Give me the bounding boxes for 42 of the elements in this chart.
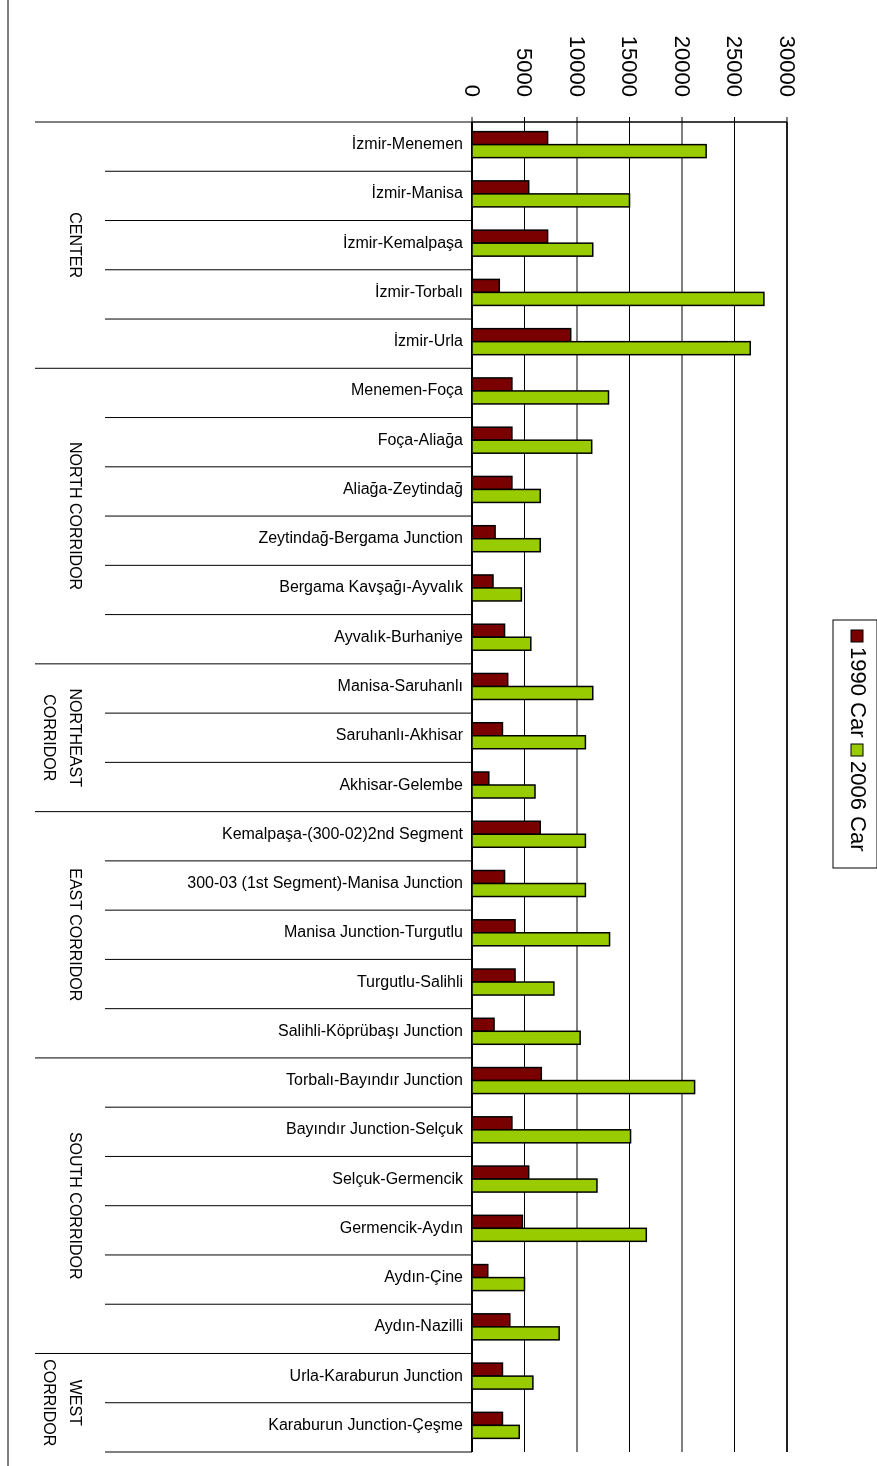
x-tick-label: 20000 — [669, 35, 695, 97]
y-tick-label: Kemalpaşa-(300-02)2nd Segment — [221, 824, 464, 842]
y-tick-label: İzmir-Urla — [393, 331, 464, 350]
x-tick-label: 10000 — [564, 35, 590, 97]
y-tick-label: 300-03 (1st Segment)-Manisa Junction — [187, 874, 463, 892]
y-tick-label: Zeytindağ-Bergama Junction — [258, 529, 463, 547]
y-tick-label: Bayındır Junction-Selçuk — [286, 1120, 464, 1138]
y-tick-label: Torbalı-Bayındır Junction — [286, 1071, 463, 1089]
x-tick-label: 30000 — [774, 35, 800, 97]
text: NORTHEAST CORRIDOR — [40, 688, 84, 788]
y-tick-label: Salihli-Köprübaşı Junction — [278, 1021, 463, 1039]
y-tick-label: İzmir-Manisa — [371, 183, 464, 202]
y-tick-label: Urla-Karaburun Junction — [289, 1366, 463, 1384]
y-tick-label: Ayvalık-Burhaniye — [334, 627, 464, 645]
text: CENTER — [66, 212, 84, 279]
y-tick-label: Selçuk-Germencik — [332, 1169, 464, 1187]
text: WEST CORRIDOR — [40, 1359, 84, 1447]
y-tick-label: Bergama Kavşağı-Ayvalık — [279, 578, 464, 596]
legend-label: 2006 Car — [846, 761, 871, 852]
text: NORTH CORRIDOR — [66, 442, 84, 591]
y-tick-label: Aydın-Nazilli — [374, 1317, 463, 1335]
x-tick-label: 15000 — [617, 35, 642, 97]
y-tick-label: İzmir-Menemen — [351, 134, 463, 153]
y-tick-label: Karaburun Junction-Çeşme — [268, 1415, 464, 1433]
y-tick-label: Saruhanlı-Akhisar — [335, 726, 464, 744]
y-tick-label: Aliağa-Zeytindağ — [342, 479, 463, 497]
y-tick-label: Menemen-Foça — [350, 381, 464, 399]
y-tick-label: Aydın-Çine — [384, 1268, 464, 1286]
y-tick-label: Foça-Aliağa — [377, 430, 464, 448]
y-tick-label: Germencik-Aydın — [339, 1218, 463, 1236]
x-tick-label: 0 — [459, 84, 485, 97]
text: EAST CORRIDOR — [66, 868, 84, 1002]
text: SOUTH CORRIDOR — [66, 1131, 84, 1280]
x-tick-label: 5000 — [512, 48, 537, 97]
y-tick-label: Manisa Junction-Turgutlu — [283, 923, 463, 941]
legend-label: 1990 Car — [846, 647, 871, 738]
y-tick-label: Akhisar-Gelembe — [339, 775, 464, 793]
y-tick-label: İzmir-Kemalpaşa — [342, 232, 464, 251]
y-tick-label: İzmir-Torbalı — [374, 281, 463, 300]
y-tick-label: Manisa-Saruhanlı — [337, 676, 463, 694]
x-tick-label: 25000 — [722, 35, 747, 97]
y-tick-label: Turgutlu-Salihli — [356, 972, 463, 990]
